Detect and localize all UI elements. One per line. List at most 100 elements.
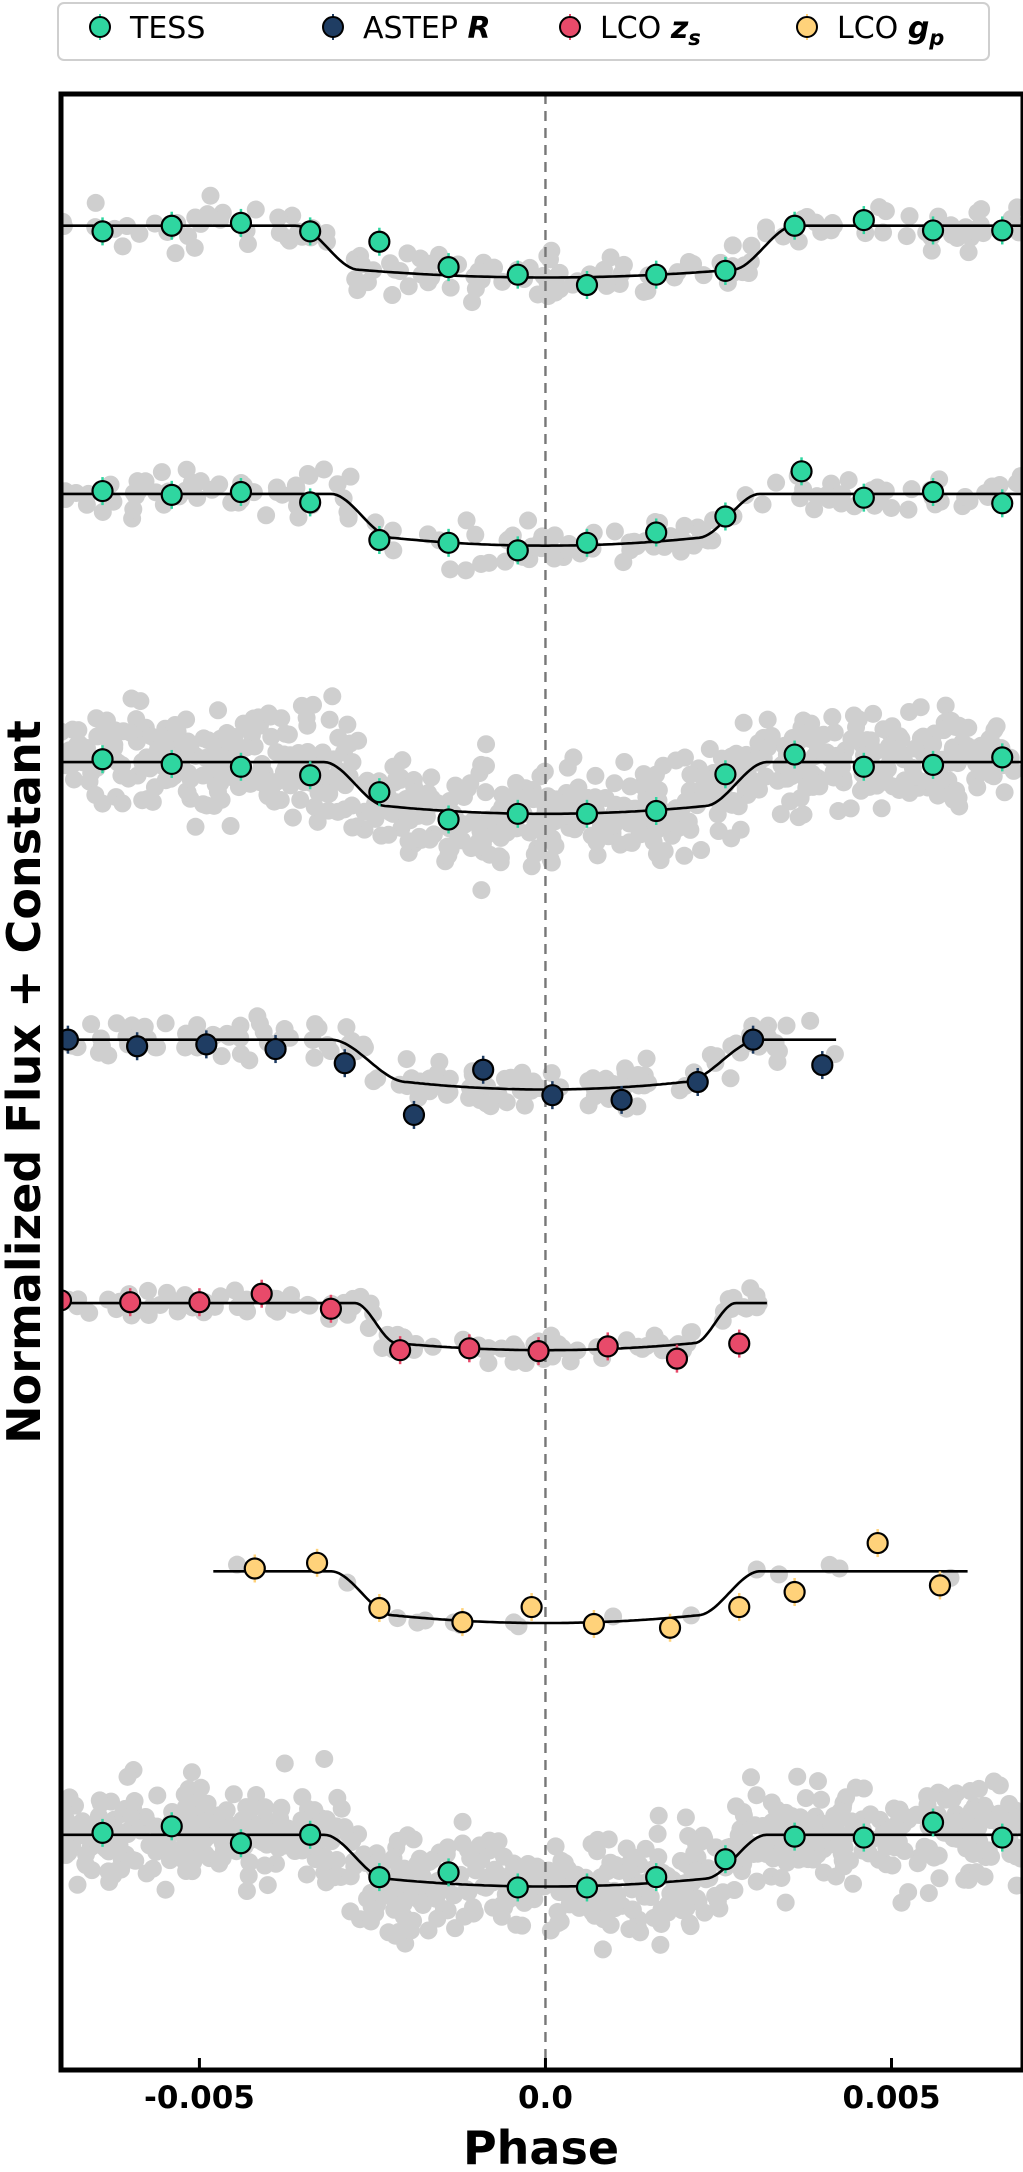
legend-marker bbox=[796, 16, 818, 38]
raw-point bbox=[283, 808, 302, 827]
binned-point bbox=[921, 1811, 945, 1834]
raw-point bbox=[489, 1085, 508, 1104]
raw-point bbox=[579, 789, 598, 808]
raw-point bbox=[240, 1853, 259, 1872]
binned-point bbox=[389, 1339, 412, 1362]
raw-point bbox=[747, 1786, 766, 1805]
raw-point bbox=[736, 486, 755, 505]
raw-point bbox=[914, 727, 933, 746]
raw-point bbox=[559, 534, 578, 553]
raw-point bbox=[596, 788, 615, 807]
raw-point bbox=[479, 1354, 498, 1373]
x-tick-label: -0.005 bbox=[144, 2080, 255, 2116]
raw-point bbox=[91, 1794, 110, 1813]
raw-point bbox=[839, 471, 858, 490]
raw-point bbox=[361, 803, 380, 822]
raw-point bbox=[343, 1832, 362, 1851]
raw-point bbox=[156, 1014, 175, 1033]
binned-point bbox=[610, 1088, 633, 1111]
raw-point bbox=[607, 1856, 626, 1875]
raw-point bbox=[528, 1871, 547, 1890]
raw-point bbox=[747, 1560, 766, 1579]
raw-point bbox=[476, 783, 495, 802]
binned-point bbox=[91, 748, 114, 771]
binned-point bbox=[264, 1037, 287, 1061]
raw-point bbox=[255, 1818, 274, 1837]
raw-point bbox=[526, 813, 545, 832]
raw-point bbox=[519, 511, 538, 530]
raw-point bbox=[624, 1877, 643, 1896]
raw-point bbox=[824, 768, 843, 787]
raw-point bbox=[597, 276, 616, 295]
raw-point bbox=[309, 1018, 328, 1037]
raw-point bbox=[428, 1909, 447, 1928]
raw-point bbox=[274, 763, 293, 782]
raw-point bbox=[194, 795, 213, 814]
binned-point bbox=[575, 273, 599, 297]
raw-point bbox=[615, 752, 634, 771]
raw-point bbox=[723, 236, 742, 255]
raw-point bbox=[239, 1866, 258, 1885]
raw-point bbox=[209, 746, 228, 765]
raw-point bbox=[681, 820, 700, 839]
raw-point bbox=[308, 812, 327, 831]
raw-point bbox=[338, 715, 357, 734]
raw-point bbox=[631, 1923, 650, 1942]
binned-point bbox=[506, 539, 529, 562]
raw-point bbox=[430, 1074, 449, 1093]
y-axis-label: Normalized Flux + Constant bbox=[0, 720, 51, 1444]
raw-point bbox=[729, 797, 748, 816]
raw-point bbox=[877, 1855, 896, 1874]
legend-label: LCO gp bbox=[837, 11, 944, 50]
raw-point bbox=[93, 794, 112, 813]
raw-point bbox=[305, 797, 324, 816]
raw-point bbox=[439, 846, 458, 865]
raw-point bbox=[762, 1793, 781, 1812]
raw-point bbox=[156, 1880, 175, 1899]
raw-point bbox=[710, 1899, 729, 1918]
legend-entry: ASTEP R bbox=[322, 11, 491, 46]
legend-entry: LCO gp bbox=[796, 11, 944, 50]
raw-point bbox=[594, 1910, 613, 1929]
raw-point bbox=[585, 1071, 604, 1090]
raw-point bbox=[193, 1841, 212, 1860]
raw-point bbox=[99, 1046, 118, 1065]
raw-point bbox=[617, 1839, 636, 1858]
raw-point bbox=[147, 1842, 166, 1861]
raw-point bbox=[275, 1754, 294, 1773]
raw-point bbox=[186, 208, 205, 227]
raw-point bbox=[542, 1064, 561, 1083]
raw-point bbox=[228, 1555, 247, 1574]
binned-point bbox=[333, 1052, 356, 1075]
raw-point bbox=[127, 710, 146, 729]
raw-point bbox=[984, 1772, 1003, 1791]
raw-point bbox=[919, 1884, 938, 1903]
raw-point bbox=[314, 460, 333, 479]
raw-point bbox=[77, 495, 96, 514]
binned-point bbox=[645, 799, 668, 823]
raw-point bbox=[315, 1749, 334, 1768]
raw-point bbox=[359, 1319, 378, 1338]
raw-point bbox=[364, 1072, 383, 1091]
raw-point bbox=[485, 258, 504, 277]
binned-point bbox=[728, 1332, 751, 1355]
raw-point bbox=[957, 222, 976, 241]
raw-point bbox=[136, 1807, 155, 1826]
raw-point bbox=[463, 1849, 482, 1868]
raw-point bbox=[911, 698, 930, 717]
binned-point bbox=[790, 460, 813, 483]
raw-point bbox=[397, 1050, 416, 1069]
raw-point bbox=[675, 1887, 694, 1906]
raw-point bbox=[675, 748, 694, 767]
raw-point bbox=[188, 1016, 207, 1035]
raw-point bbox=[722, 1299, 741, 1318]
raw-point bbox=[671, 1851, 690, 1870]
binned-point bbox=[126, 1035, 149, 1058]
raw-point bbox=[623, 1900, 642, 1919]
raw-point bbox=[437, 1845, 456, 1864]
raw-point bbox=[68, 1875, 87, 1894]
binned-point bbox=[714, 1848, 737, 1871]
raw-point bbox=[229, 778, 248, 797]
raw-point bbox=[210, 475, 229, 494]
raw-point bbox=[770, 1565, 789, 1584]
